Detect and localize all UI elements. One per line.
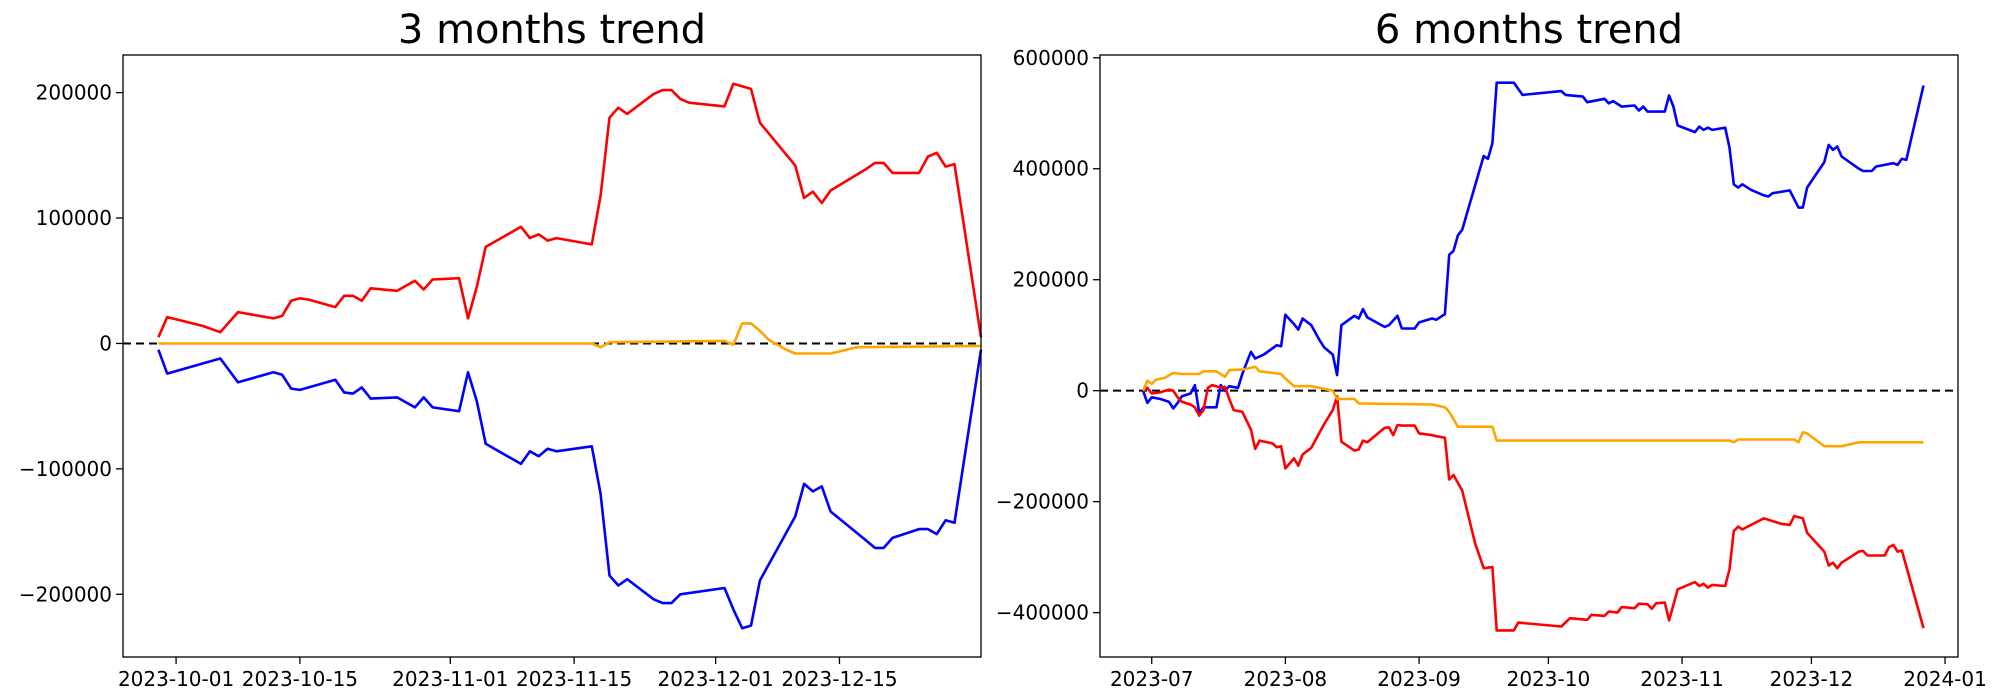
x-tick-label: 2023-09 — [1377, 667, 1461, 691]
chart-3-months: 3 months trend 2023-10-01 2023-10-15 2023-1… — [19, 7, 983, 691]
y-tick-label: −100000 — [19, 457, 112, 481]
y-tick-label: 400000 — [1013, 157, 1089, 181]
x-tick-label: 2023-10-01 — [118, 667, 234, 691]
plot-frame — [122, 54, 982, 658]
y-tick-label: 600000 — [1013, 46, 1089, 70]
chart-title: 3 months trend — [398, 7, 706, 53]
series-line-orange — [1141, 365, 1924, 448]
plot-frame — [1099, 54, 1959, 658]
series-line-blue — [157, 349, 983, 630]
y-tick-label: 0 — [1076, 379, 1089, 403]
x-tick-label: 2023-10-15 — [242, 667, 358, 691]
x-tick-label: 2024-01 — [1903, 667, 1987, 691]
series-line-blue — [1141, 81, 1925, 415]
series-line-orange — [158, 322, 982, 355]
series-line-red — [1142, 383, 1925, 632]
x-tick-label: 2023-12-15 — [781, 667, 897, 691]
x-tick-label: 2023-10 — [1507, 667, 1591, 691]
series-line-red — [157, 82, 983, 338]
x-tick-label: 2023-08 — [1244, 667, 1328, 691]
chart-6-months: 6 months trend 2023-07 2023-08 2023-09 2023-… — [996, 7, 1987, 691]
x-tick-label: 2023-07 — [1110, 667, 1194, 691]
y-tick-label: −200000 — [996, 490, 1089, 514]
x-tick-label: 2023-11-01 — [392, 667, 508, 691]
chart-title: 6 months trend — [1375, 7, 1683, 53]
y-tick-label: 200000 — [1013, 268, 1089, 292]
x-tick-label: 2023-12 — [1770, 667, 1854, 691]
y-tick-label: −200000 — [19, 582, 112, 606]
y-tick-label: 0 — [99, 331, 112, 355]
x-tick-label: 2023-11-15 — [516, 667, 632, 691]
y-tick-label: 200000 — [36, 81, 112, 105]
y-tick-label: 100000 — [36, 206, 112, 230]
x-tick-label: 2023-11 — [1640, 667, 1724, 691]
x-tick-label: 2023-12-01 — [658, 667, 774, 691]
y-tick-label: −400000 — [996, 601, 1089, 625]
